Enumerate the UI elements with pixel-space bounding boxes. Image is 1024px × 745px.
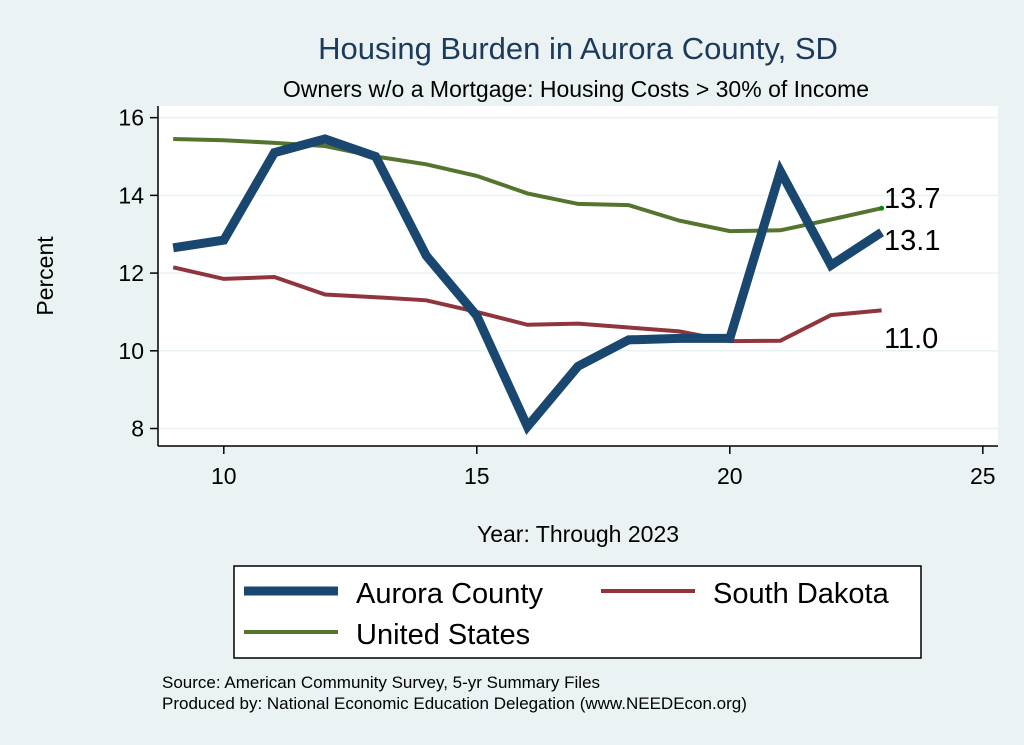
series-line-south-dakota bbox=[172, 265, 882, 344]
y-tick-label: 8 bbox=[131, 416, 144, 442]
y-tick-label: 16 bbox=[118, 105, 144, 131]
legend-label-south-dakota: South Dakota bbox=[713, 578, 890, 610]
legend: Aurora County South Dakota United States bbox=[233, 565, 922, 659]
legend-box bbox=[233, 565, 922, 659]
x-axis-title: Year: Through 2023 bbox=[477, 521, 679, 547]
source-note: Source: American Community Survey, 5-yr … bbox=[162, 673, 600, 692]
end-labels: 13.1 11.0 13.7 bbox=[884, 183, 940, 355]
chart-subtitle: Owners w/o a Mortgage: Housing Costs > 3… bbox=[283, 76, 869, 102]
legend-label-aurora: Aurora County bbox=[356, 578, 543, 610]
y-tick-label: 12 bbox=[118, 260, 144, 286]
produced-by-note: Produced by: National Economic Education… bbox=[162, 694, 747, 713]
y-tick-label: 14 bbox=[118, 182, 144, 208]
x-tick-label: 20 bbox=[717, 463, 743, 489]
x-tick-label: 15 bbox=[464, 463, 490, 489]
end-label-united-states: 13.7 bbox=[884, 183, 940, 215]
end-label-south-dakota: 11.0 bbox=[884, 323, 938, 355]
series-lines bbox=[172, 134, 885, 435]
y-tick-label: 10 bbox=[118, 338, 144, 364]
chart-title: Housing Burden in Aurora County, SD bbox=[318, 31, 838, 66]
legend-label-united-states: United States bbox=[356, 619, 530, 651]
series-end-marker bbox=[879, 205, 885, 211]
series-line-aurora bbox=[172, 134, 885, 435]
axes: 8 10 12 14 16 10 15 20 25 bbox=[118, 105, 998, 489]
x-tick-label: 25 bbox=[970, 463, 996, 489]
end-label-aurora: 13.1 bbox=[884, 225, 940, 257]
plot-area bbox=[158, 106, 998, 446]
x-tick-label: 10 bbox=[211, 463, 237, 489]
gridlines bbox=[158, 116, 998, 430]
y-axis-title: Percent bbox=[32, 236, 58, 316]
